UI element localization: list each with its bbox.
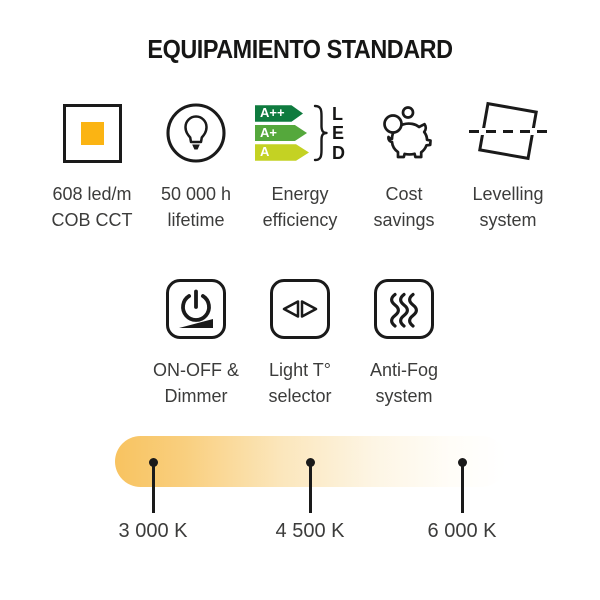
feature-label-line1: 608 led/m — [52, 184, 132, 204]
on-off-dimmer-icon — [166, 279, 226, 339]
feature-label-line1: Cost — [385, 184, 423, 204]
feature-on-off-dimmer: ON-OFF & Dimmer — [144, 274, 248, 409]
feature-label: 608 led/m COB CCT — [52, 181, 133, 233]
temp-label-6000k: 6 000 K — [427, 520, 497, 542]
feature-anti-fog: Anti-Fog system — [352, 274, 456, 409]
feature-label-line1: 50 000 h — [160, 184, 232, 204]
feature-label-line1: Light T° — [269, 360, 331, 380]
feature-label-line1: Anti-Fog — [369, 360, 439, 380]
coin-large-icon — [383, 114, 403, 134]
feature-label-line2: Dimmer — [164, 386, 228, 406]
levelling-dash-line — [469, 128, 547, 135]
light-temp-selector-icon — [270, 279, 330, 339]
feature-label-line2: system — [479, 210, 537, 230]
temp-marker-4500k: 4 500 K — [276, 458, 344, 542]
feature-label-line1: Energy — [271, 184, 329, 204]
page-title: EQUIPAMIENTO STANDARD — [147, 34, 453, 64]
led-letters: L E D — [332, 105, 345, 162]
feature-label-line1: ON-OFF & — [153, 360, 239, 380]
feature-label-line2: COB CCT — [51, 210, 133, 230]
feature-energy-efficiency: A++ A+ A L E D Energy efficiency — [248, 98, 352, 233]
anti-fog-icon-area — [374, 274, 434, 344]
features-row-secondary: ON-OFF & Dimmer Light T° selector — [0, 274, 600, 409]
feature-lifetime: 50 000 h lifetime — [144, 98, 248, 233]
selector-icon-area — [270, 274, 330, 344]
feature-label-line2: savings — [373, 210, 435, 230]
feature-label: Anti-Fog system — [370, 357, 438, 409]
feature-levelling: Levelling system — [456, 98, 560, 233]
cost-savings-icon-area — [372, 98, 436, 168]
levelling-icon — [469, 100, 547, 166]
temp-label-4500k: 4 500 K — [275, 520, 345, 542]
feature-label: ON-OFF & Dimmer — [153, 357, 239, 409]
feature-label: Levelling system — [472, 181, 543, 233]
led-chip-square — [80, 121, 104, 145]
feature-light-temp-selector: Light T° selector — [248, 274, 352, 409]
energy-rating-bars: A++ A+ A — [255, 105, 309, 161]
marker-stem — [308, 462, 312, 513]
piggy-bank-icon — [383, 106, 432, 159]
features-row-primary: 608 led/m COB CCT 50 000 h lifetime — [0, 98, 600, 233]
feature-label-line2: lifetime — [167, 210, 225, 230]
feature-label-line2: selector — [268, 386, 332, 406]
feature-label: Energy efficiency — [263, 181, 338, 233]
heat-waves-glyph — [390, 292, 418, 328]
feature-cost-savings: Cost savings — [352, 98, 456, 233]
temp-label-3000k: 3 000 K — [118, 520, 188, 542]
lifetime-icon-area — [165, 98, 227, 168]
marker-stem — [151, 462, 155, 513]
temp-marker-6000k: 6 000 K — [428, 458, 496, 542]
power-dimmer-glyph — [179, 289, 213, 328]
led-letter-l: L — [332, 103, 343, 124]
energy-icon-area: A++ A+ A L E D — [255, 98, 345, 168]
temp-marker-3000k: 3 000 K — [119, 458, 187, 542]
energy-bar-a-plus-plus: A++ — [255, 105, 303, 122]
cob-led-icon — [62, 103, 122, 163]
dashed-line — [469, 130, 547, 133]
feature-label: 50 000 h lifetime — [161, 181, 231, 233]
cob-led-icon-area — [62, 98, 122, 168]
feature-label-line1: Levelling — [472, 184, 544, 204]
feature-cob-led: 608 led/m COB CCT — [40, 98, 144, 233]
lifetime-bulb-icon — [166, 103, 226, 163]
led-letter-e: E — [332, 123, 345, 143]
brace-icon — [313, 104, 328, 162]
feature-label-line2: efficiency — [262, 210, 338, 230]
feature-label: Cost savings — [373, 181, 434, 233]
levelling-icon-area — [469, 98, 547, 168]
energy-rating-icon: A++ A+ A L E D — [255, 103, 345, 163]
feature-label: Light T° selector — [268, 357, 331, 409]
left-right-triangles-glyph — [282, 300, 318, 318]
energy-bar-a: A — [255, 144, 309, 161]
coin-small-icon — [401, 106, 415, 119]
anti-fog-icon — [374, 279, 434, 339]
feature-label-line2: system — [375, 386, 433, 406]
dimmer-icon-area — [166, 274, 226, 344]
led-letter-d: D — [332, 142, 345, 163]
marker-stem — [460, 462, 464, 513]
energy-bar-a-plus: A+ — [255, 124, 307, 142]
